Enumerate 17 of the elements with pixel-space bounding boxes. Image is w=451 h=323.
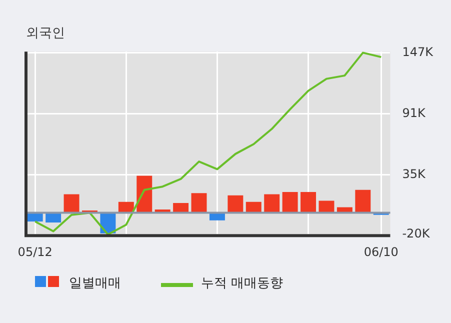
legend-label: 일별매매 (69, 275, 121, 292)
x-tick-label: 05/12 (18, 244, 52, 259)
bar (46, 212, 62, 223)
bar (228, 195, 244, 213)
bar (264, 194, 280, 213)
y-tick-label: 35K (402, 166, 426, 181)
bar (64, 194, 80, 213)
chart-title: 외국인 (26, 26, 65, 42)
y-tick-label: -20K (402, 226, 431, 241)
bar (300, 192, 316, 213)
bar (191, 193, 207, 213)
y-tick-label: 147K (402, 44, 434, 59)
y-tick-label: 91K (402, 106, 426, 120)
bar (282, 192, 298, 213)
legend-label: 누적 매매동향 (201, 275, 284, 292)
x-tick-label: 06/10 (364, 244, 398, 259)
bar (355, 190, 371, 213)
